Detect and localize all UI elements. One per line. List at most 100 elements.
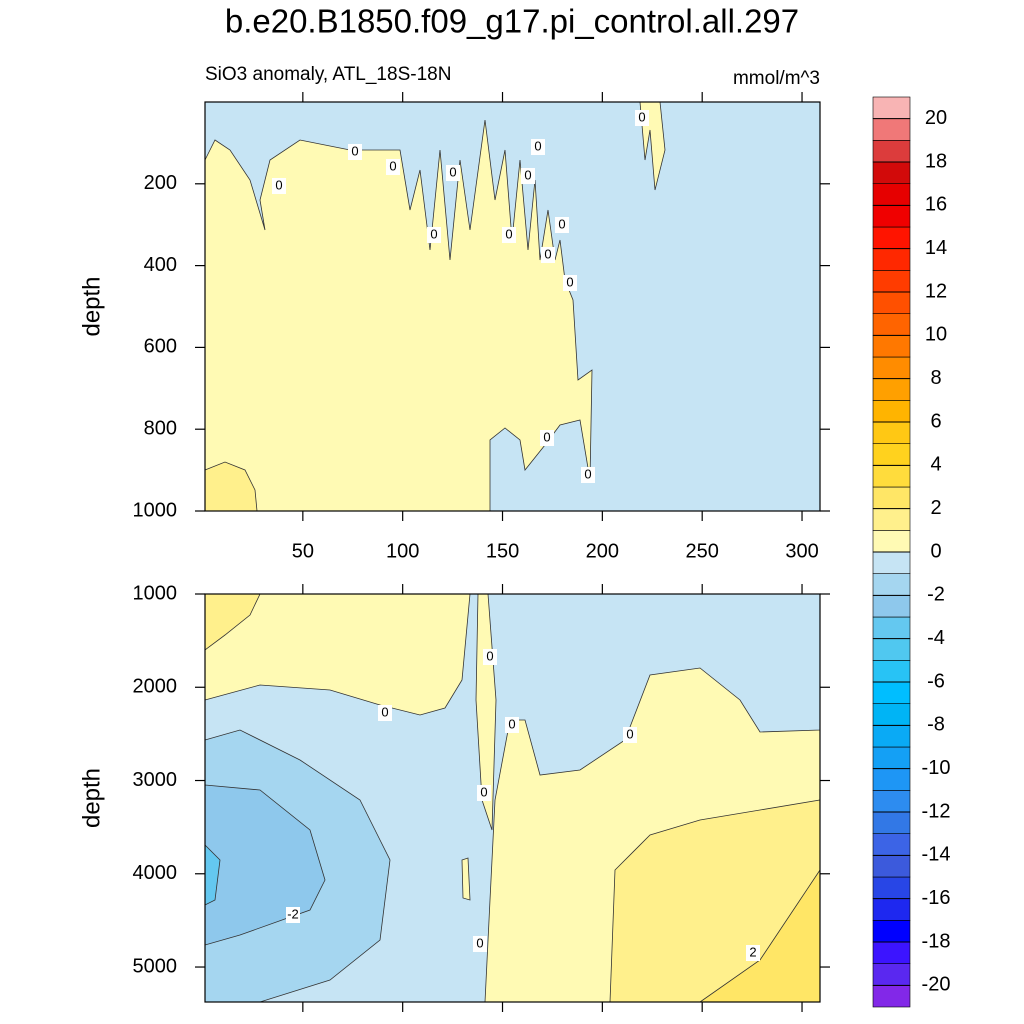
contour-label: 0 xyxy=(558,216,565,231)
colorbar-box xyxy=(872,725,911,748)
y-tick-label: 200 xyxy=(144,172,177,194)
colorbar-label: 16 xyxy=(925,194,947,216)
top-panel-field xyxy=(204,101,821,512)
colorbar-box xyxy=(872,638,911,661)
contour-label: 0 xyxy=(351,143,358,158)
plot-frame xyxy=(204,593,821,1003)
colorbar-box xyxy=(872,941,911,964)
plot-frame xyxy=(204,101,821,512)
contour-label: 0 xyxy=(486,648,493,663)
colorbar-box xyxy=(872,963,911,986)
colorbar-label: -20 xyxy=(922,974,951,996)
colorbar-box xyxy=(872,833,911,856)
y-tick-label: 1000 xyxy=(133,499,178,521)
colorbar-label: 14 xyxy=(925,237,947,259)
colorbar-box xyxy=(872,161,911,184)
colorbar-box xyxy=(872,96,911,119)
contour-label: 0 xyxy=(275,177,282,192)
colorbar-box xyxy=(872,270,911,293)
contour-label: 0 xyxy=(476,935,483,950)
contour-label: 0 xyxy=(480,784,487,799)
y-tick-label: 5000 xyxy=(133,955,178,977)
x-tick-label: 200 xyxy=(586,540,619,562)
colorbar-label: 2 xyxy=(930,497,941,519)
field-region xyxy=(204,101,821,512)
colorbar-box xyxy=(872,140,911,163)
contour-label: 0 xyxy=(543,429,550,444)
x-tick-label: 100 xyxy=(386,540,419,562)
bottom-panel-field xyxy=(204,593,821,1003)
colorbar-box xyxy=(872,876,911,899)
contour-label-bg xyxy=(286,907,300,923)
contour-label-bg xyxy=(563,275,577,291)
colorbar-label: 8 xyxy=(930,367,941,389)
colorbar-label: -12 xyxy=(922,800,951,822)
contour-label-bg xyxy=(502,227,516,243)
y-axis-label: depth xyxy=(78,276,105,336)
y-tick-label: 600 xyxy=(144,336,177,358)
y-axis-label: depth xyxy=(78,768,105,828)
contour-label-bg xyxy=(623,727,637,743)
colorbar-box xyxy=(872,551,911,574)
contour-label: 0 xyxy=(389,158,396,173)
contour-label: 0 xyxy=(534,138,541,153)
colorbar-box xyxy=(872,746,911,769)
colorbar-box xyxy=(872,486,911,509)
colorbar-label: 12 xyxy=(925,280,947,302)
colorbar-box xyxy=(872,226,911,249)
contour-label-bg xyxy=(521,168,535,184)
colorbar-box xyxy=(872,595,911,618)
y-tick-label: 400 xyxy=(144,254,177,276)
colorbar-label: 20 xyxy=(925,107,947,129)
colorbar-box xyxy=(872,356,911,379)
colorbar-box xyxy=(872,573,911,596)
contour-label-bg xyxy=(555,217,569,233)
contour-label-bg xyxy=(635,110,649,126)
subtitle-left: SiO3 anomaly, ATL_18S-18N xyxy=(205,64,451,85)
colorbar-label: 10 xyxy=(925,324,947,346)
contour-label-bg xyxy=(473,936,487,952)
subtitle-right: mmol/m^3 xyxy=(733,68,820,89)
colorbar-box xyxy=(872,421,911,444)
colorbar-box xyxy=(872,313,911,336)
contour-label-bg xyxy=(427,227,441,243)
colorbar-box xyxy=(872,443,911,466)
colorbar-box xyxy=(872,118,911,141)
colorbar-box xyxy=(872,855,911,878)
contour-label-bg xyxy=(483,649,497,665)
chart-title: b.e20.B1850.f09_g17.pi_control.all.297 xyxy=(225,3,799,40)
colorbar-label: -14 xyxy=(922,844,951,866)
colorbar-box xyxy=(872,291,911,314)
contour-label: 0 xyxy=(381,704,388,719)
colorbar-label: -2 xyxy=(927,584,945,606)
contour-label-bg xyxy=(446,165,460,181)
contour-label-bg xyxy=(581,467,595,483)
colorbar-box xyxy=(872,768,911,791)
colorbar-box xyxy=(872,985,911,1008)
colorbar-box xyxy=(872,703,911,726)
contour-label-bg xyxy=(378,705,392,721)
x-tick-label: 300 xyxy=(785,540,818,562)
contour-label: -2 xyxy=(287,906,299,921)
colorbar-box xyxy=(872,681,911,704)
contour-label: 0 xyxy=(508,716,515,731)
colorbar-label: 4 xyxy=(930,454,941,476)
contour-label: 0 xyxy=(430,226,437,241)
colorbar-box xyxy=(872,616,911,639)
y-tick-label: 3000 xyxy=(133,769,178,791)
colorbar-box xyxy=(872,790,911,813)
x-tick-label: 50 xyxy=(292,540,314,562)
x-tick-label: 150 xyxy=(486,540,519,562)
contour-label: 0 xyxy=(638,109,645,124)
y-tick-label: 800 xyxy=(144,417,177,439)
colorbar-box xyxy=(872,530,911,553)
y-tick-label: 2000 xyxy=(133,676,178,698)
contour-label: 0 xyxy=(449,164,456,179)
colorbar-box xyxy=(872,920,911,943)
contour-label: 0 xyxy=(544,246,551,261)
contour-label-bg xyxy=(541,247,555,263)
contour-label-bg xyxy=(272,178,286,194)
colorbar-label: -6 xyxy=(927,670,945,692)
contour-label: 0 xyxy=(505,226,512,241)
colorbar-label: -8 xyxy=(927,714,945,736)
